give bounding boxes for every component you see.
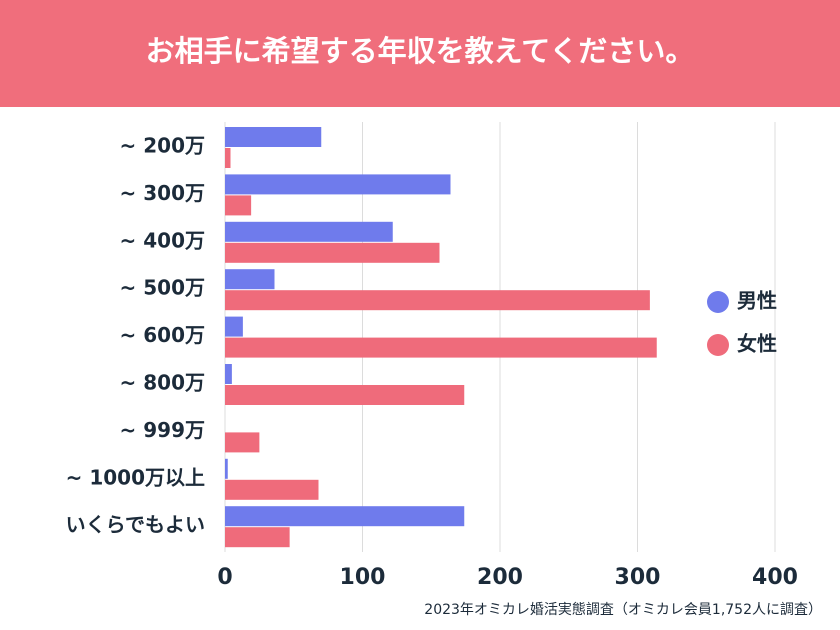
x-tick-label: 200 <box>477 565 523 590</box>
bar <box>225 148 231 168</box>
y-tick-label: ~ 400万 <box>120 228 205 252</box>
x-tick-label: 300 <box>615 565 661 590</box>
bar <box>225 221 393 242</box>
bar <box>225 458 228 479</box>
bar <box>225 364 232 384</box>
y-tick-label: いくらでもよい <box>66 513 205 537</box>
bar <box>225 432 260 453</box>
legend-marker <box>707 334 729 356</box>
y-tick-label: ~ 1000万以上 <box>66 465 205 489</box>
bar <box>225 506 465 527</box>
bar <box>225 290 650 311</box>
bar <box>225 127 322 147</box>
legend-label: 男性 <box>737 289 777 313</box>
x-tick-label: 0 <box>217 565 232 590</box>
x-tick-label: 400 <box>752 565 798 590</box>
bar <box>225 195 252 216</box>
y-tick-label: ~ 600万 <box>120 323 205 347</box>
bar <box>225 527 290 548</box>
bar <box>225 269 275 290</box>
y-tick-label: ~ 800万 <box>120 371 205 395</box>
bar <box>225 174 451 195</box>
x-tick-label: 100 <box>340 565 386 590</box>
bar <box>225 385 465 405</box>
chart-title: お相手に希望する年収を教えてください。 <box>146 34 695 68</box>
y-tick-label: ~ 500万 <box>120 276 205 300</box>
source-note: 2023年オミカレ婚活実態調査（オミカレ会員1,752人に調査） <box>424 602 822 618</box>
legend-label: 女性 <box>737 332 777 356</box>
bar <box>225 242 440 263</box>
bar <box>225 316 243 337</box>
legend-marker <box>707 291 729 313</box>
y-tick-label: ~ 999万 <box>120 418 205 442</box>
bar <box>225 479 319 500</box>
header-band <box>0 0 840 107</box>
y-tick-label: ~ 300万 <box>120 181 205 205</box>
bar <box>225 337 657 358</box>
y-tick-label: ~ 200万 <box>120 134 205 158</box>
